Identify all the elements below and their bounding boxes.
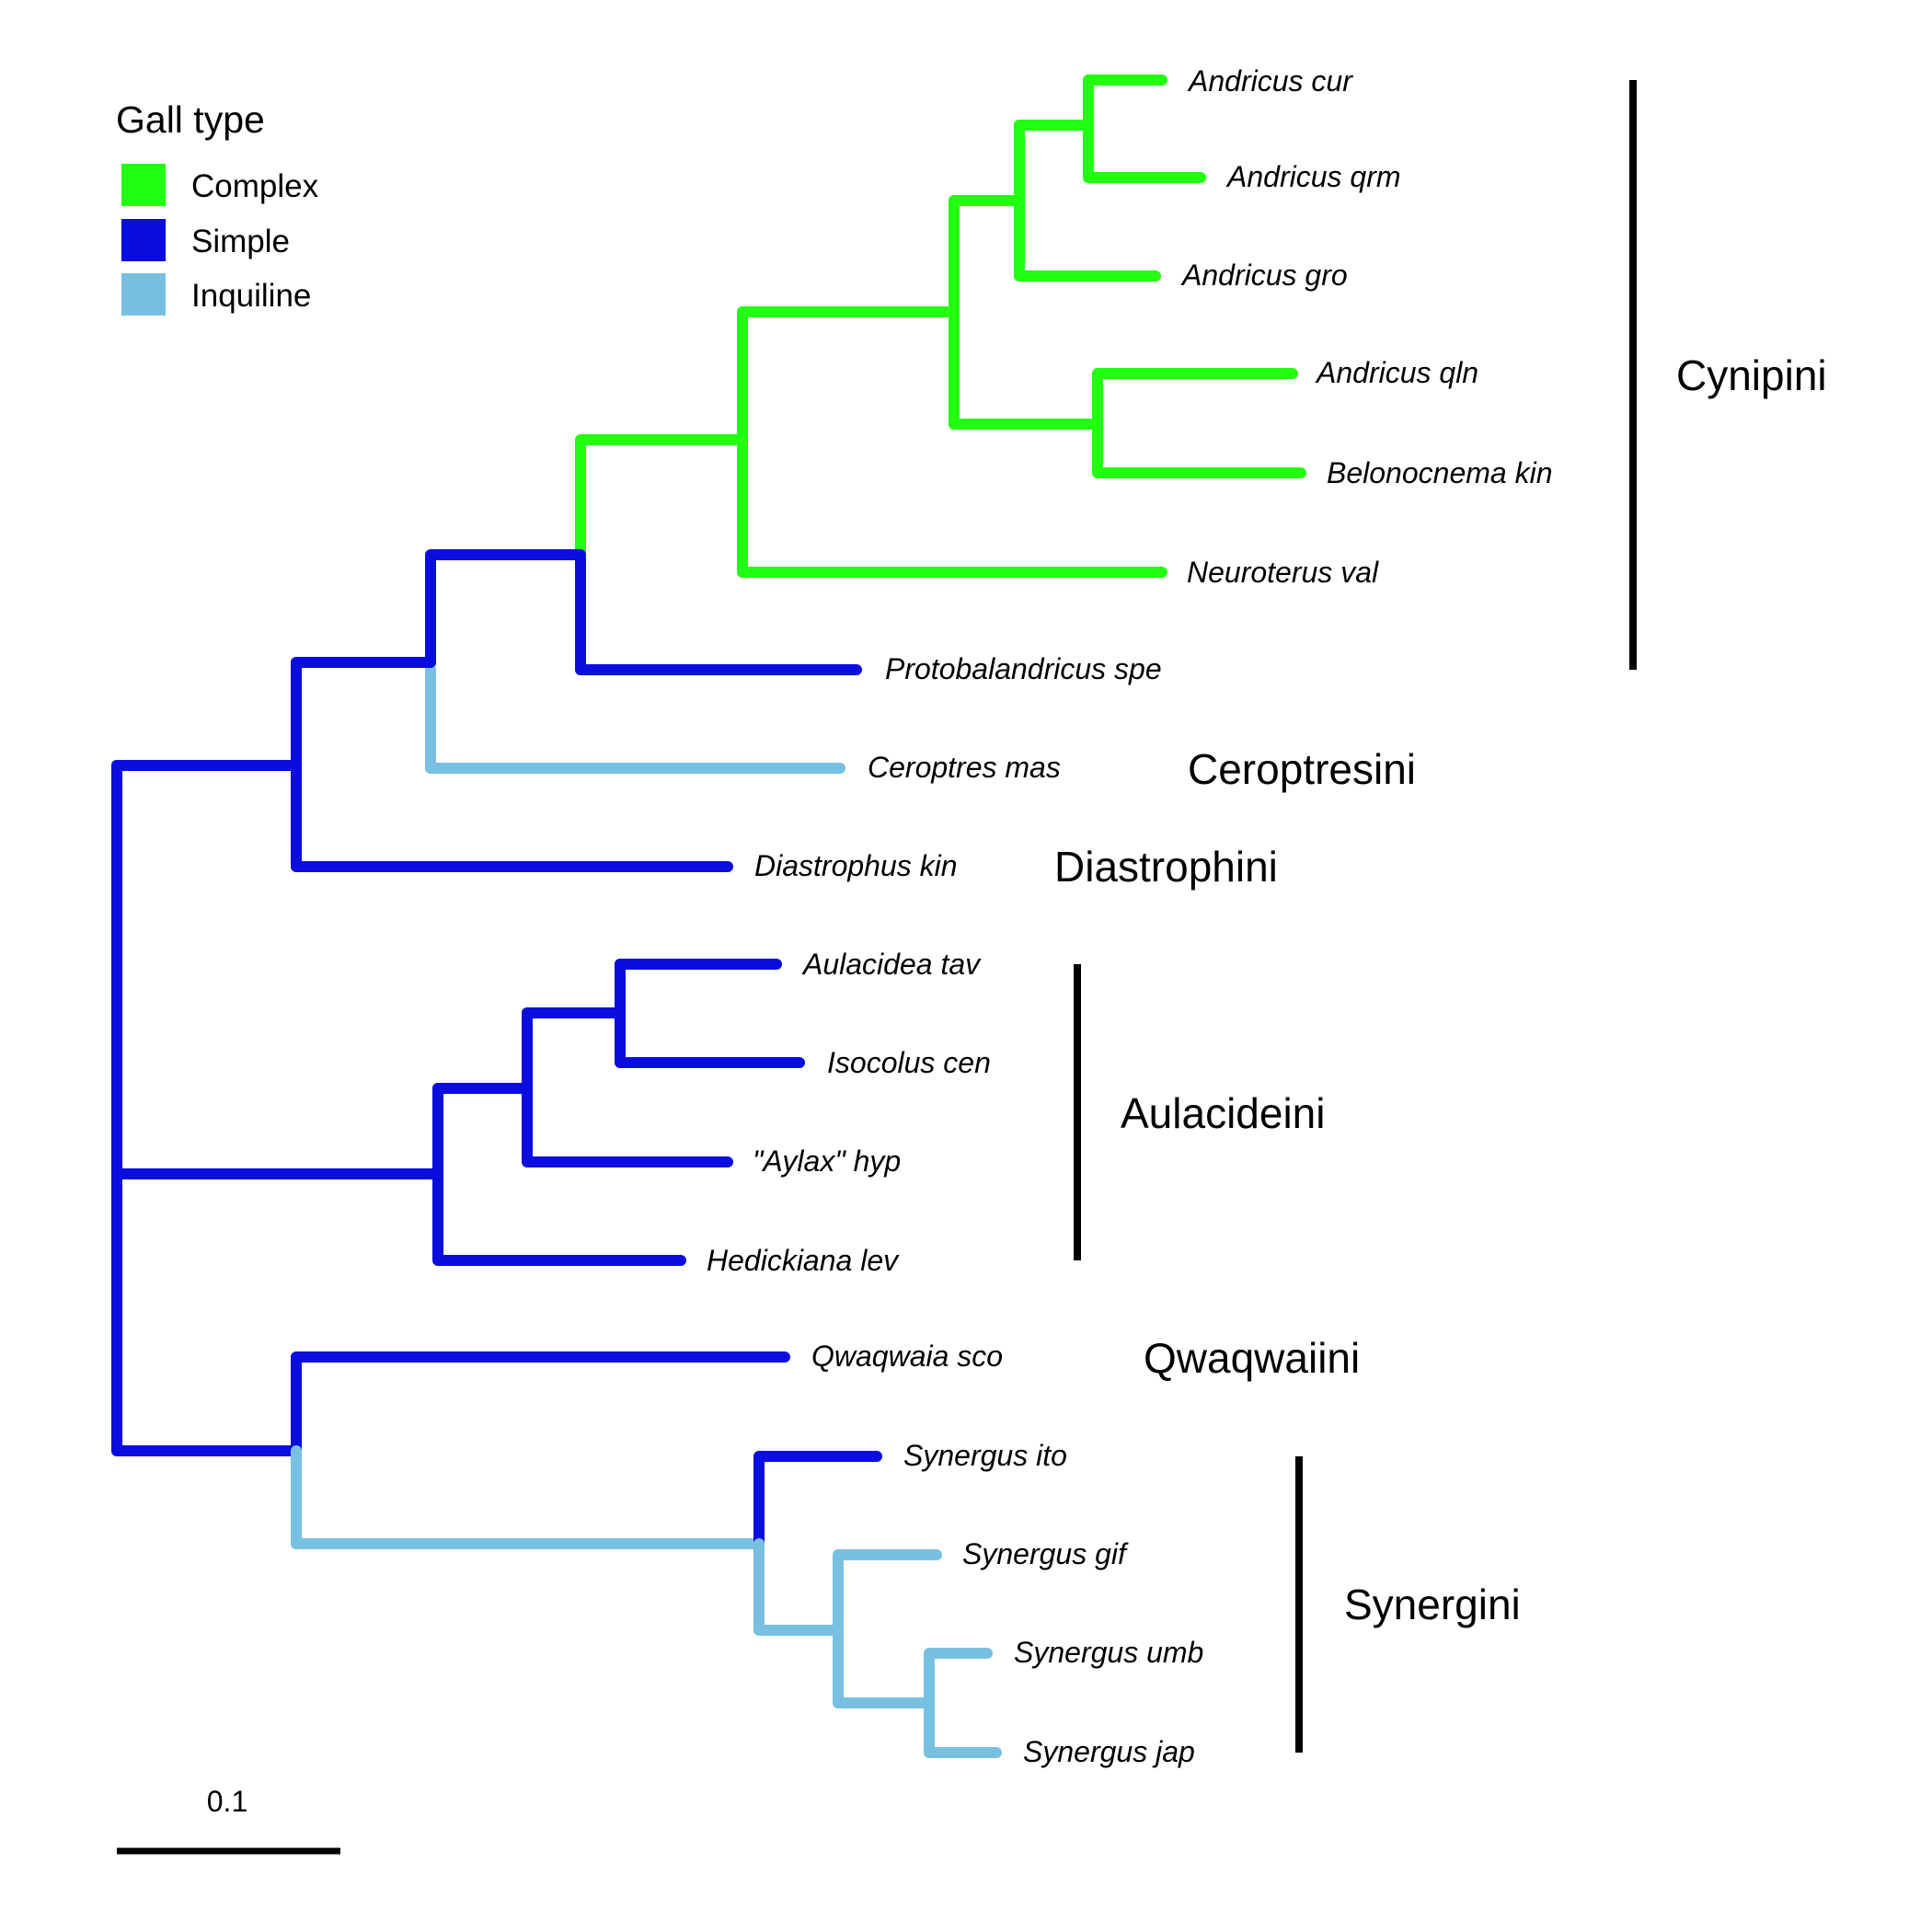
- taxon-label: Aulacidea tav: [801, 948, 982, 981]
- taxon-label: Isocolus cen: [827, 1046, 991, 1079]
- taxon-labels: Andricus cur Andricus qrm Andricus gro A…: [707, 64, 1552, 1768]
- legend-swatch-simple: [121, 219, 166, 261]
- tribe-label-aulacideini: Aulacideini: [1121, 1089, 1325, 1137]
- taxon-label: Belonocnema kin: [1327, 456, 1552, 489]
- branch-synergus-gif: [833, 1549, 942, 1636]
- taxon-label: Synergus jap: [1023, 1735, 1195, 1768]
- taxon-label: Synergus umb: [1014, 1636, 1203, 1669]
- tree-branches: [111, 75, 1306, 1758]
- legend: Gall type Complex Simple Inquiline: [116, 98, 319, 316]
- taxon-label: Protobalandricus spe: [885, 652, 1162, 685]
- taxon-label: "Aylax" hyp: [753, 1144, 901, 1178]
- branch-belonocnema-kin: [1092, 368, 1306, 478]
- legend-swatch-inquiline: [121, 273, 166, 316]
- branch-ceroptres-mas: [425, 664, 845, 774]
- tribe-label-cynipini: Cynipini: [1676, 351, 1827, 399]
- legend-label-complex: Complex: [191, 168, 319, 204]
- taxon-label: Synergus gif: [962, 1537, 1129, 1570]
- branch-diastrophus-kin: [291, 657, 733, 872]
- tribe-annotations: Cynipini Ceroptresini Diastrophini Aulac…: [1054, 80, 1827, 1753]
- legend-label-simple: Simple: [191, 224, 290, 259]
- legend-title: Gall type: [116, 98, 265, 141]
- branch-synergus-umb: [924, 1648, 993, 1708]
- tribe-label-ceroptresini: Ceroptresini: [1188, 745, 1416, 793]
- branch-synergini-stem: [291, 1445, 765, 1549]
- branch-synergus-inquiline-stem: [753, 1538, 844, 1636]
- legend-label-inquiline: Inquiline: [191, 278, 311, 314]
- taxon-label: Andricus qrm: [1225, 160, 1401, 193]
- taxon-label: Synergus ito: [903, 1439, 1067, 1472]
- taxon-label: Neuroterus val: [1187, 556, 1379, 589]
- branch-synergus-ito: [753, 1451, 882, 1549]
- taxon-label: Qwaqwaia sco: [811, 1340, 1003, 1373]
- scale-bar-label: 0.1: [207, 1785, 247, 1818]
- branch-umb-jap-node: [833, 1625, 935, 1708]
- legend-swatch-complex: [121, 164, 166, 206]
- branch-andricus-gro: [1014, 120, 1161, 282]
- branch-cur-qrm-node: [1014, 75, 1094, 183]
- branch-qwaqwaia-sco: [291, 1351, 790, 1456]
- branch-aylax-hyp: [522, 1007, 733, 1167]
- taxon-label: Diastrophus kin: [754, 849, 958, 882]
- taxon-label: Andricus qln: [1315, 356, 1478, 389]
- taxon-label: Andricus cur: [1187, 64, 1353, 98]
- taxon-label: Hedickiana lev: [707, 1244, 900, 1277]
- branch-neuroterus-val: [737, 306, 1167, 578]
- taxon-label: Ceroptres mas: [868, 751, 1061, 784]
- branch-isocolus-cen: [615, 959, 805, 1068]
- taxon-label: Andricus gro: [1180, 259, 1348, 292]
- branch-complex-stem: [575, 434, 748, 565]
- tribe-label-synergini: Synergini: [1344, 1581, 1521, 1628]
- scale-bar: 0.1: [117, 1785, 340, 1855]
- branch-synergus-jap: [924, 1697, 1002, 1758]
- branch-protobalandricus-spe: [575, 554, 862, 675]
- branch-andricus-group-node: [737, 195, 960, 430]
- tribe-label-qwaqwaiini: Qwaqwaiini: [1144, 1334, 1360, 1382]
- branch-cynipini-stem: [425, 549, 586, 668]
- tribe-label-diastrophini: Diastrophini: [1054, 843, 1278, 891]
- branch-hedickiana-lev: [432, 1083, 686, 1266]
